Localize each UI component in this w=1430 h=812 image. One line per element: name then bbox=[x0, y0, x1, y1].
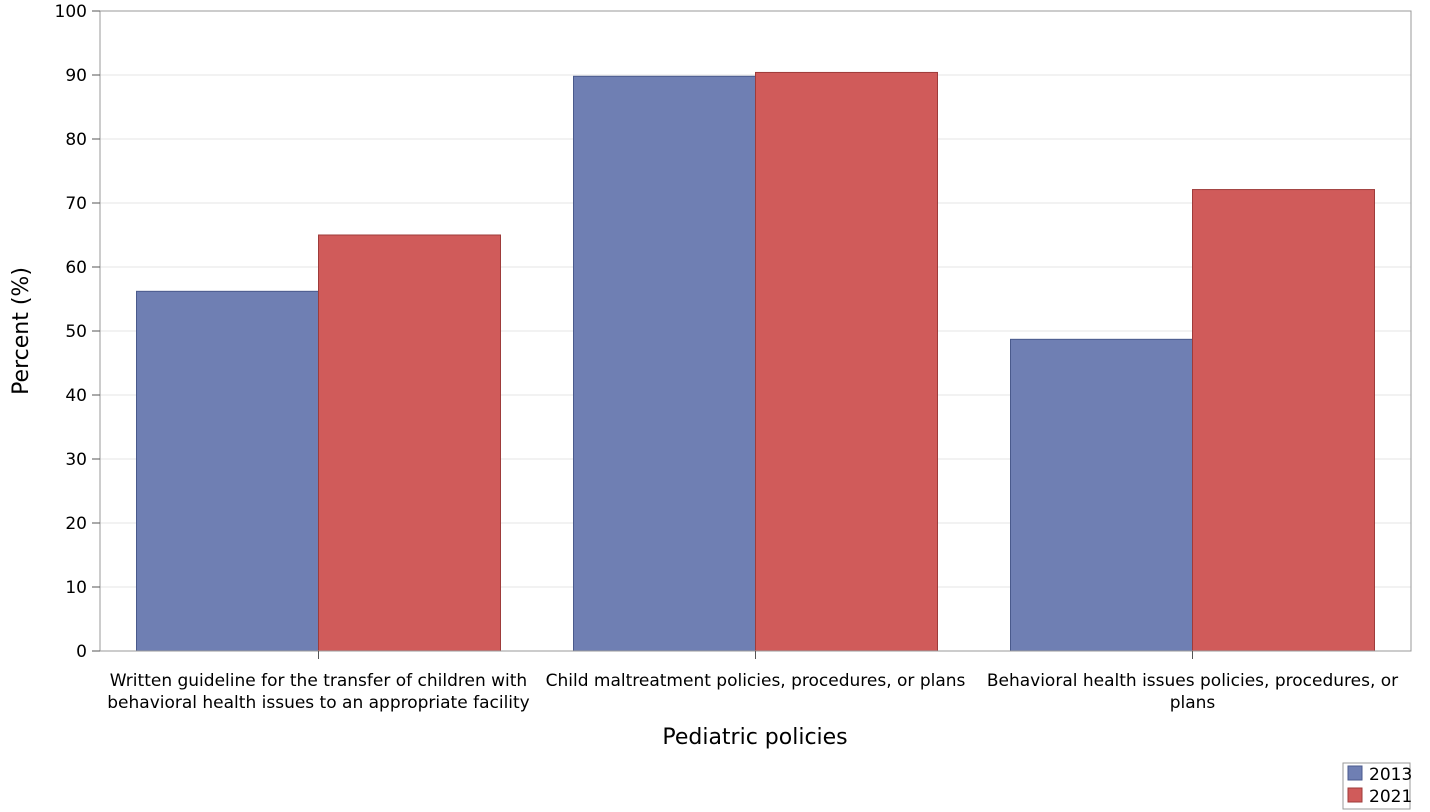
y-tick-label: 100 bbox=[55, 2, 87, 22]
y-tick-label: 30 bbox=[65, 450, 87, 470]
y-tick-label: 70 bbox=[65, 194, 87, 214]
bar-2013-3 bbox=[1010, 338, 1193, 652]
x-tick-label: behavioral health issues to an appropria… bbox=[107, 693, 530, 713]
x-tick-label: plans bbox=[1170, 693, 1216, 713]
y-tick-label: 10 bbox=[65, 578, 87, 598]
legend-label-2021: 2021 bbox=[1369, 787, 1412, 807]
legend-swatch-2021 bbox=[1347, 787, 1363, 803]
x-tick-label: Written guideline for the transfer of ch… bbox=[110, 671, 527, 691]
y-axis-title: Percent (%) bbox=[9, 267, 34, 395]
legend-label-2013: 2013 bbox=[1369, 765, 1412, 785]
bar-2013-1 bbox=[136, 290, 319, 652]
x-tick-label: Behavioral health issues policies, proce… bbox=[987, 671, 1398, 691]
y-axis: 0 10 20 30 40 50 60 70 80 90 100 bbox=[55, 2, 100, 662]
x-axis-title: Pediatric policies bbox=[662, 725, 847, 750]
y-tick-label: 20 bbox=[65, 514, 87, 534]
x-tick-label: Child maltreatment policies, procedures,… bbox=[546, 671, 966, 691]
y-tick-label: 90 bbox=[65, 66, 87, 86]
x-axis: Written guideline for the transfer of ch… bbox=[107, 651, 1398, 713]
y-tick-label: 60 bbox=[65, 258, 87, 278]
bar-2013-2 bbox=[573, 75, 756, 652]
y-tick-label: 50 bbox=[65, 322, 87, 342]
y-tick-label: 80 bbox=[65, 130, 87, 150]
bar-2021-1 bbox=[318, 234, 501, 652]
bars bbox=[136, 71, 1375, 652]
legend-swatch-2013 bbox=[1347, 765, 1363, 781]
bar-2021-3 bbox=[1192, 189, 1375, 652]
y-tick-label: 40 bbox=[65, 386, 87, 406]
y-tick-label: 0 bbox=[76, 642, 87, 662]
bar-2021-2 bbox=[755, 71, 938, 652]
